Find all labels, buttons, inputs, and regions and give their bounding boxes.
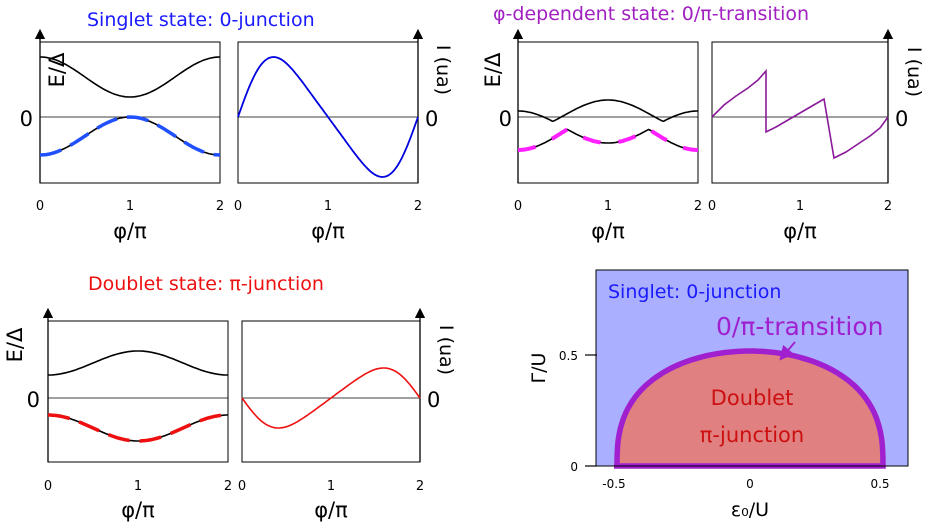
phi-energy-zero-label: 0 xyxy=(499,107,512,131)
phi-current-xtick-0: 0 xyxy=(708,199,716,214)
singlet-current-xtick-1: 1 xyxy=(324,199,332,214)
doublet-current-ylabel: I (ua) xyxy=(435,325,457,375)
doublet-current-xtick-2: 2 xyxy=(416,479,424,494)
doublet-current-plot: I (ua) 0 0 1 2 φ/π xyxy=(238,307,457,522)
phase-ytick-0: 0 xyxy=(570,460,578,474)
singlet-energy-xlabel: φ/π xyxy=(113,219,147,243)
phi-energy-xtick-1: 1 xyxy=(604,199,612,214)
transition-label: 0/π-transition xyxy=(716,312,884,341)
phase-ytick-05: 0.5 xyxy=(559,349,578,363)
singlet-title: Singlet state: 0-junction xyxy=(87,9,315,31)
doublet-current-frame xyxy=(241,320,421,463)
singlet-current-xtick-0: 0 xyxy=(234,199,242,214)
singlet-energy-xtick-2: 2 xyxy=(216,199,224,214)
phi-current-xtick-1: 1 xyxy=(796,199,804,214)
doublet-energy-xtick-0: 0 xyxy=(44,479,52,494)
phi-energy-xlabel: φ/π xyxy=(591,219,625,243)
doublet-title: Doublet state: π-junction xyxy=(88,273,324,295)
singlet-current-xtick-2: 2 xyxy=(414,199,422,214)
singlet-lower-band xyxy=(39,116,221,156)
singlet-current-zero-label: 0 xyxy=(425,107,438,131)
doublet-current-curve xyxy=(241,367,421,429)
phi-dependent-title: φ-dependent state: 0/π-transition xyxy=(493,3,809,25)
phi-current-ylabel: I (ua) xyxy=(903,47,925,97)
singlet-lower-band-dashed xyxy=(39,115,221,157)
doublet-energy-frame xyxy=(47,320,229,463)
phi-lower-band xyxy=(518,128,698,151)
doublet-current-xtick-1: 1 xyxy=(327,479,335,494)
doublet-current-xtick-0: 0 xyxy=(238,479,246,494)
phase-ylabel: Γ/U xyxy=(528,353,550,384)
doublet-region-label-line2: π-junction xyxy=(700,423,804,447)
phase-xlabel: ε₀/U xyxy=(731,499,769,521)
singlet-current-plot: I (ua) 0 0 1 2 φ/π xyxy=(234,28,454,243)
phi-dependent-panel: φ-dependent state: 0/π-transition E/Δ 0 … xyxy=(481,3,925,243)
singlet-energy-xtick-1: 1 xyxy=(126,199,134,214)
phi-energy-plot: E/Δ 0 0 1 2 φ/π xyxy=(481,28,702,243)
doublet-energy-xtick-2: 2 xyxy=(224,479,232,494)
doublet-region-dome xyxy=(614,348,886,469)
singlet-current-xlabel: φ/π xyxy=(311,219,345,243)
phase-xtick-neg05: -0.5 xyxy=(602,477,625,491)
phi-lower-band-dashed xyxy=(518,127,698,152)
singlet-energy-zero-label: 0 xyxy=(20,107,33,131)
singlet-current-curve xyxy=(237,56,419,178)
phi-energy-xtick-2: 2 xyxy=(694,199,702,214)
doublet-energy-xtick-1: 1 xyxy=(134,479,142,494)
doublet-energy-ylabel: E/Δ xyxy=(3,327,27,362)
phi-current-plot: I (ua) 0 0 1 2 φ/π xyxy=(708,28,925,243)
doublet-region-label-line1: Doublet xyxy=(711,386,794,410)
singlet-energy-plot: E/Δ 0 0 1 2 φ/π xyxy=(20,28,224,243)
singlet-energy-xtick-0: 0 xyxy=(36,199,44,214)
singlet-current-frame xyxy=(237,41,419,184)
phase-diagram-panel: Singlet: 0-junction 0/π-transition Doubl… xyxy=(528,269,909,521)
phase-xtick-05: 0.5 xyxy=(870,477,889,491)
doublet-lower-band xyxy=(48,414,228,442)
phi-current-curve xyxy=(711,68,889,160)
singlet-panel: Singlet state: 0-junction E/Δ 0 0 1 2 φ/… xyxy=(20,9,454,243)
singlet-current-ylabel: I (ua) xyxy=(432,45,454,95)
singlet-energy-frame xyxy=(39,41,221,184)
singlet-upper-band xyxy=(39,56,221,98)
doublet-panel: Doublet state: π-junction E/Δ 0 0 1 2 φ/… xyxy=(3,273,457,522)
phase-xtick-0: 0 xyxy=(746,477,754,491)
phi-current-xtick-2: 2 xyxy=(884,199,892,214)
doublet-energy-xlabel: φ/π xyxy=(121,498,155,522)
phi-current-frame xyxy=(711,41,889,184)
doublet-energy-plot: E/Δ 0 0 1 2 φ/π xyxy=(3,307,232,522)
transition-arrow xyxy=(779,341,796,361)
doublet-upper-band xyxy=(48,350,228,376)
singlet-region-label: Singlet: 0-junction xyxy=(608,281,781,303)
phi-current-zero-label: 0 xyxy=(895,107,908,131)
phi-energy-frame xyxy=(517,41,699,184)
phi-energy-xtick-0: 0 xyxy=(514,199,522,214)
doublet-current-xlabel: φ/π xyxy=(314,498,348,522)
doublet-current-zero-label: 0 xyxy=(427,388,440,412)
doublet-lower-band-dashed xyxy=(48,413,228,443)
phi-current-xlabel: φ/π xyxy=(783,219,817,243)
phi-energy-ylabel: E/Δ xyxy=(481,52,505,87)
singlet-energy-ylabel: E/Δ xyxy=(45,52,69,87)
doublet-energy-zero-label: 0 xyxy=(27,388,40,412)
phi-upper-band xyxy=(518,99,698,123)
